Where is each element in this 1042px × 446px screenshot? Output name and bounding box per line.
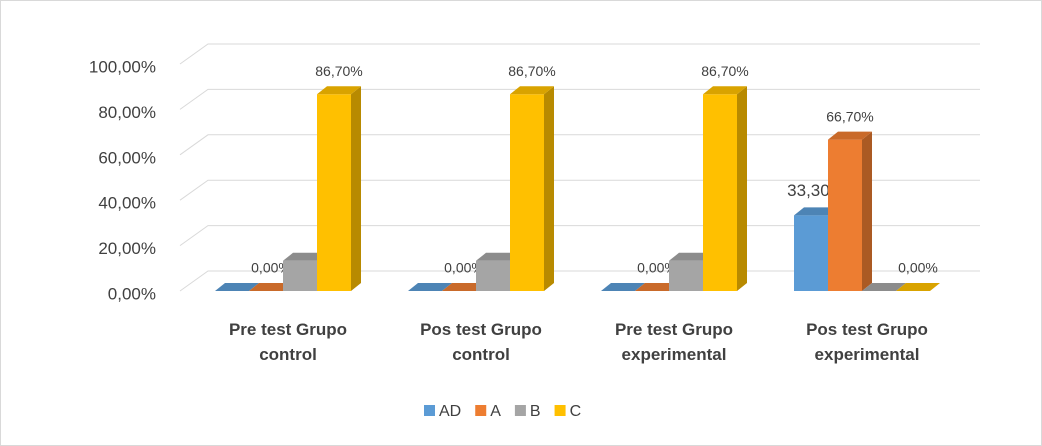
y-tick-label: 80,00% bbox=[98, 103, 156, 122]
bar-side bbox=[351, 86, 361, 291]
data-label: 66,70% bbox=[826, 108, 873, 124]
bar-top bbox=[249, 283, 293, 291]
bar-top bbox=[703, 86, 747, 95]
bar-top bbox=[896, 283, 940, 291]
data-label: 0,00% bbox=[444, 260, 484, 276]
legend-label: B bbox=[530, 403, 541, 420]
bar-front bbox=[828, 139, 862, 291]
bar bbox=[703, 86, 747, 291]
bar-front bbox=[510, 94, 544, 291]
bar-top bbox=[794, 207, 838, 216]
bar-top bbox=[635, 283, 679, 291]
bar bbox=[635, 283, 679, 291]
y-tick-label: 40,00% bbox=[98, 194, 156, 213]
y-tick-label: 60,00% bbox=[98, 148, 156, 167]
x-tick-label: Pre test Grupo experimental bbox=[614, 320, 734, 364]
legend-label: A bbox=[490, 403, 501, 420]
bar-top bbox=[510, 86, 554, 95]
data-label: 86,70% bbox=[508, 63, 555, 79]
bar bbox=[442, 283, 486, 291]
legend-swatch bbox=[554, 405, 566, 416]
bar bbox=[408, 283, 452, 291]
bar bbox=[317, 86, 361, 291]
bar bbox=[601, 283, 645, 291]
data-label: 86,70% bbox=[701, 63, 748, 79]
y-tick-label: 0,00% bbox=[108, 284, 156, 303]
bar-front bbox=[283, 260, 317, 291]
bar-top bbox=[215, 283, 259, 291]
bar-top bbox=[601, 283, 645, 291]
bar-top bbox=[476, 252, 520, 261]
bar bbox=[215, 283, 259, 291]
bar-top bbox=[828, 131, 872, 140]
legend-label: AD bbox=[439, 403, 461, 420]
bar bbox=[510, 86, 554, 291]
bar-side bbox=[862, 131, 872, 291]
bar-front bbox=[703, 94, 737, 291]
bar-top bbox=[283, 252, 327, 261]
bar-front bbox=[669, 260, 703, 291]
x-tick-label: Pre test Grupo control bbox=[228, 320, 348, 364]
bar-front bbox=[794, 215, 828, 291]
y-tick-label: 20,00% bbox=[98, 239, 156, 258]
data-label: 0,00% bbox=[251, 260, 291, 276]
bar bbox=[249, 283, 293, 291]
bar-side bbox=[544, 86, 554, 291]
bar-side bbox=[737, 86, 747, 291]
x-tick-label: Pos test Grupo control bbox=[420, 320, 542, 364]
x-tick-label: Pos test Grupo experimental bbox=[806, 320, 928, 364]
bar-front bbox=[476, 260, 510, 291]
data-label: 0,00% bbox=[898, 260, 938, 276]
grid-line bbox=[179, 43, 980, 65]
y-tick-label: 100,00% bbox=[89, 57, 156, 76]
data-label: 86,70% bbox=[315, 63, 362, 79]
bar-top bbox=[442, 283, 486, 291]
bar-top bbox=[862, 283, 906, 291]
bar bbox=[828, 131, 872, 291]
legend-swatch bbox=[475, 405, 487, 416]
legend-swatch bbox=[424, 405, 435, 416]
bar-front bbox=[317, 94, 351, 291]
bar bbox=[896, 283, 940, 291]
legend-label: C bbox=[570, 403, 582, 420]
bar-top bbox=[669, 252, 713, 261]
bar-top bbox=[408, 283, 452, 291]
bar-top bbox=[317, 86, 361, 95]
data-label: 0,00% bbox=[637, 260, 677, 276]
bar bbox=[862, 283, 906, 291]
legend-swatch bbox=[514, 405, 526, 416]
